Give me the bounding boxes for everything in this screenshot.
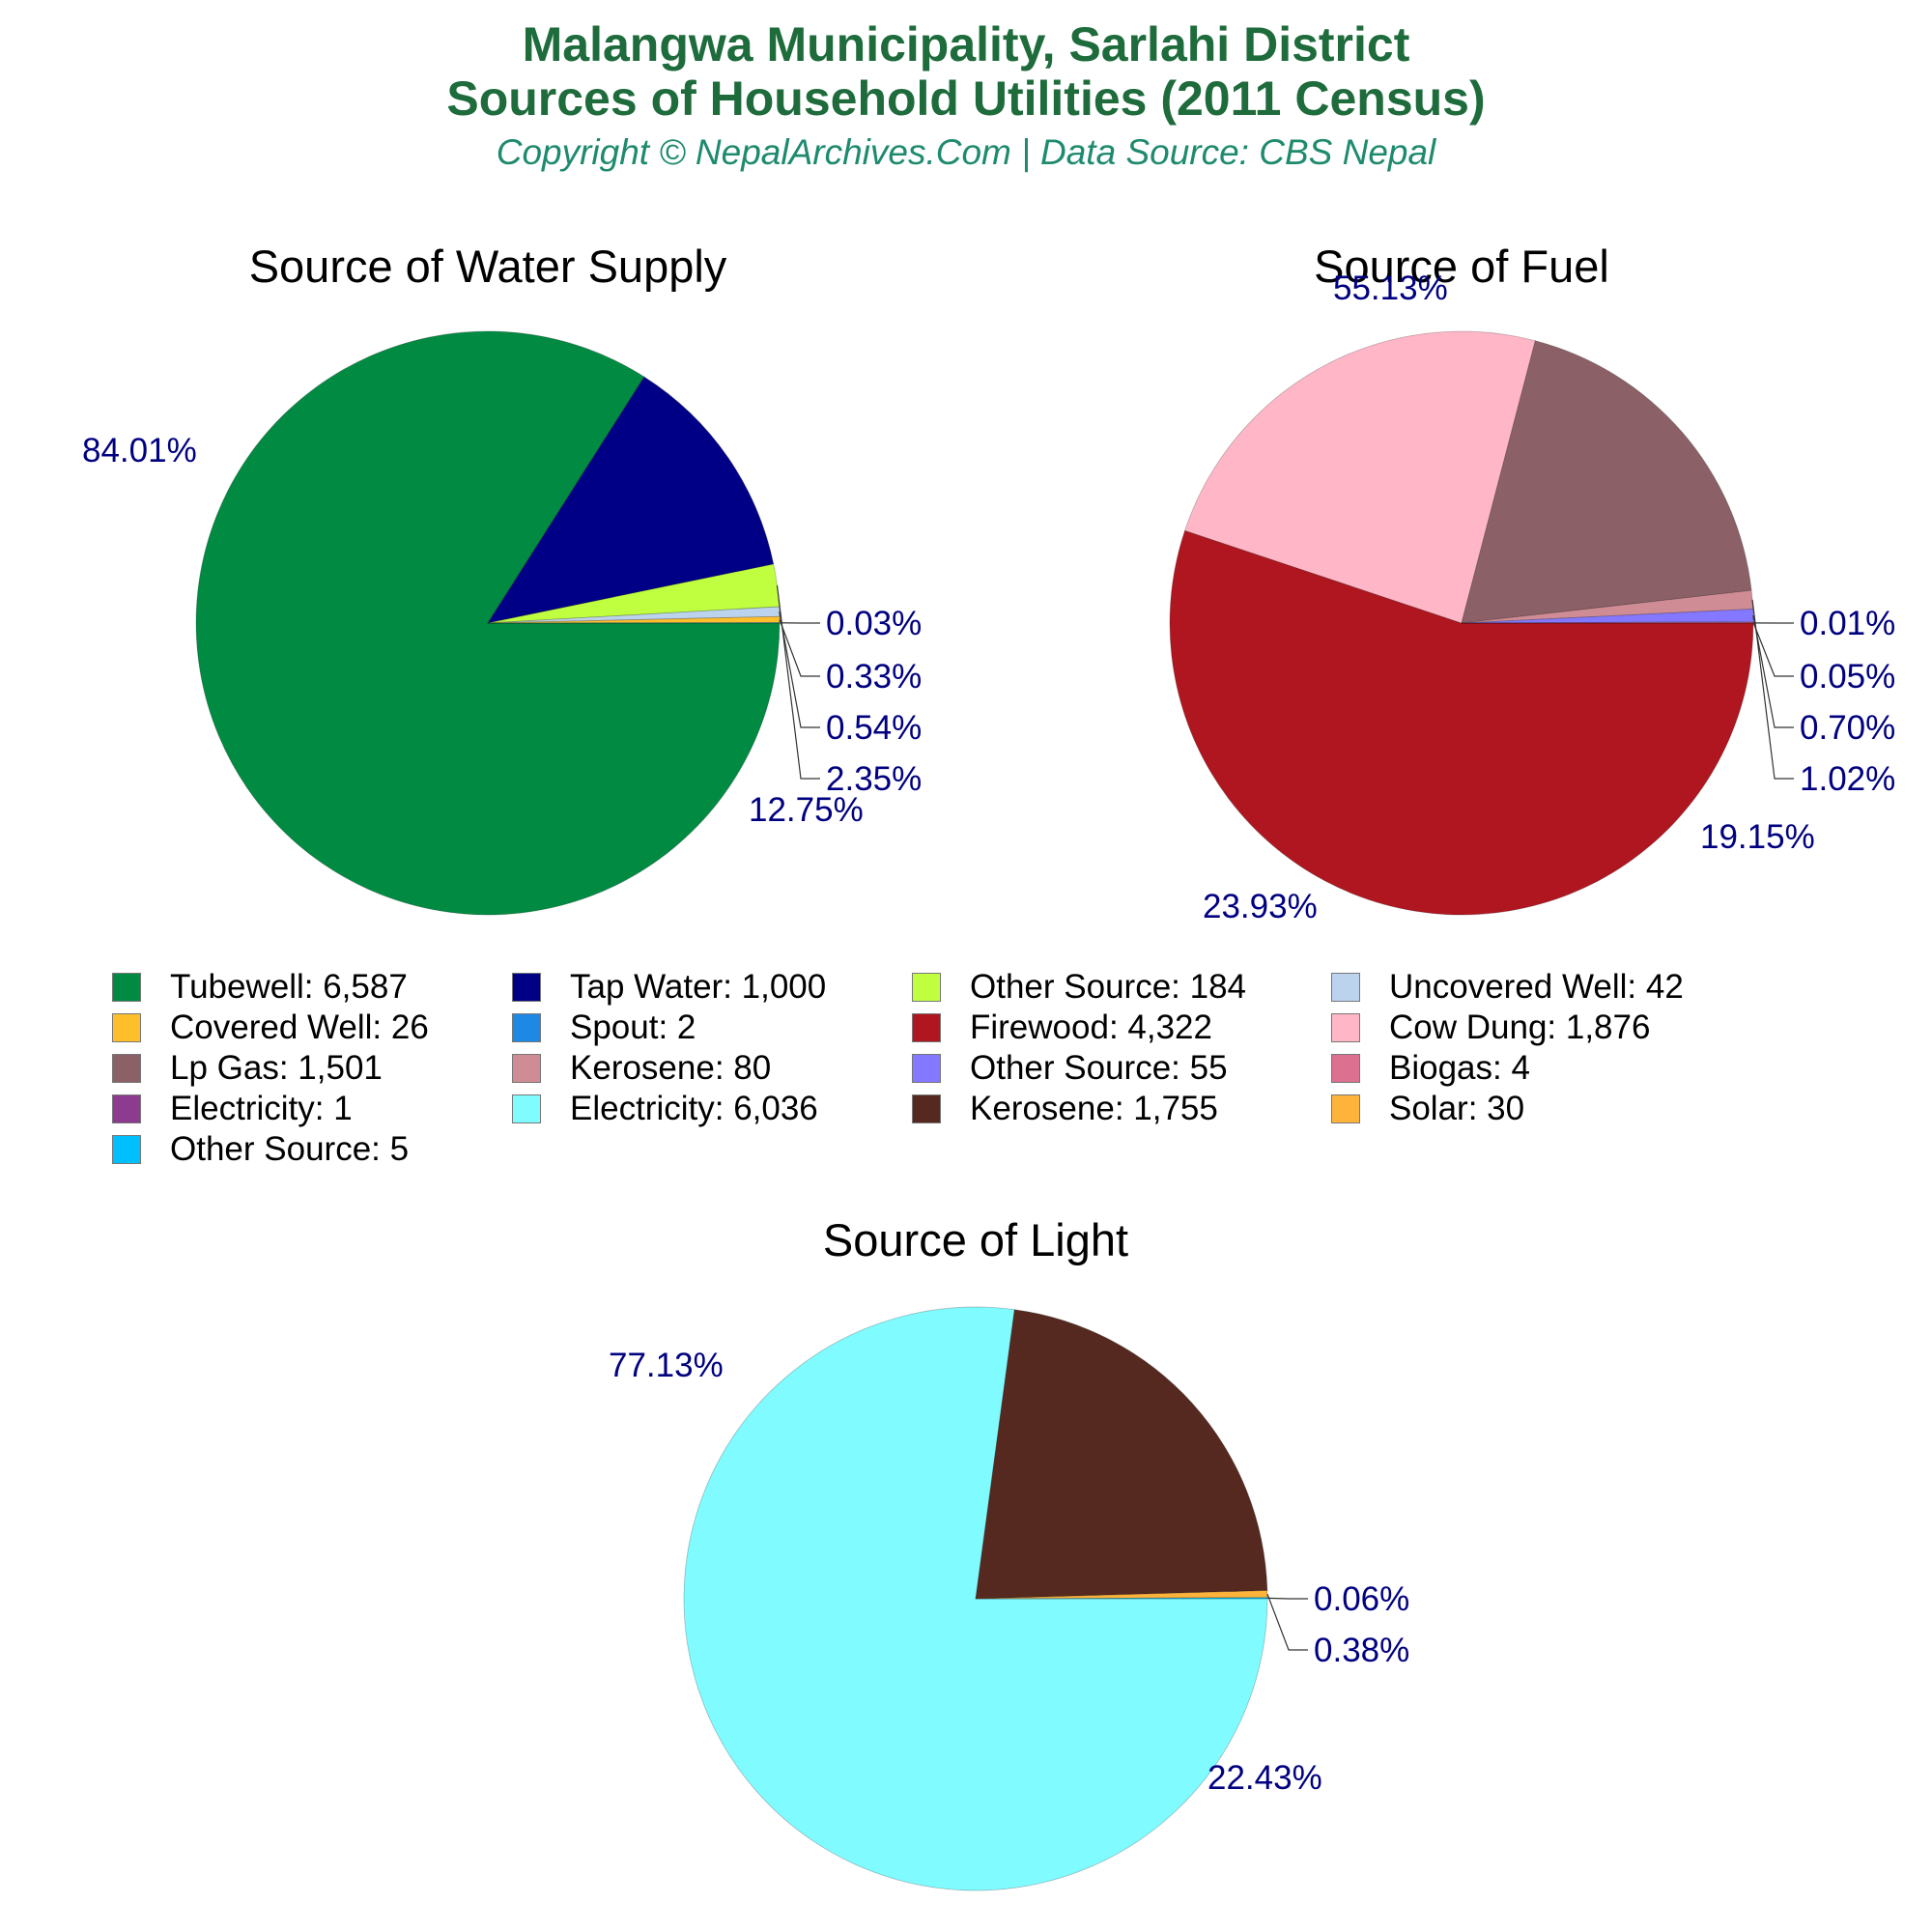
legend-swatch: [1331, 973, 1360, 1002]
legend-item: Biogas: 4: [1331, 1047, 1530, 1090]
legend-label: Other Source: 184: [970, 968, 1246, 1006]
pct-label-0-0: 84.01%: [82, 432, 197, 469]
pie-title-1: Source of Fuel: [1314, 241, 1609, 292]
legend-item: Tap Water: 1,000: [512, 966, 826, 1009]
legend-item: Firewood: 4,322: [912, 1007, 1212, 1049]
pie-title-0: Source of Water Supply: [249, 241, 727, 292]
pie-slice-1-2: [1461, 340, 1752, 624]
legend-item: Uncovered Well: 42: [1331, 966, 1684, 1009]
legend-label: Uncovered Well: 42: [1389, 968, 1684, 1006]
pct-label-2-2: 0.38%: [1314, 1632, 1409, 1669]
legend-swatch: [512, 1054, 541, 1083]
legend-swatch: [1331, 1013, 1360, 1042]
pct-label-1-6: 0.01%: [1800, 605, 1895, 642]
legend-item: Tubewell: 6,587: [112, 966, 408, 1009]
leader-line-0-3: [779, 611, 820, 728]
pie-slice-2-1: [975, 1309, 1268, 1600]
legend-label: Firewood: 4,322: [970, 1009, 1212, 1046]
legend-item: Other Source: 55: [912, 1047, 1228, 1090]
legend-label: Electricity: 6,036: [570, 1090, 818, 1127]
legend-label: Other Source: 55: [970, 1049, 1228, 1087]
legend-swatch: [112, 1094, 141, 1123]
legend-label: Other Source: 5: [170, 1130, 410, 1168]
legend-swatch: [112, 1013, 141, 1042]
legend-label: Kerosene: 1,755: [970, 1090, 1218, 1127]
legend-label: Biogas: 4: [1389, 1049, 1530, 1087]
legend-swatch: [512, 1013, 541, 1042]
legend-item: Other Source: 5: [112, 1128, 409, 1171]
leader-line-1-3: [1751, 599, 1794, 780]
pie-slice-0-0: [195, 330, 781, 916]
legend-item: Covered Well: 26: [112, 1007, 429, 1049]
legend-item: Solar: 30: [1331, 1088, 1524, 1130]
legend-label: Kerosene: 80: [570, 1049, 772, 1087]
legend-label: Tap Water: 1,000: [570, 968, 827, 1006]
pie-title-2: Source of Light: [823, 1214, 1128, 1265]
pie-slice-2-0: [683, 1306, 1268, 1891]
legend-label: Tubewell: 6,587: [170, 968, 408, 1006]
pie-slice-1-1: [1184, 330, 1536, 624]
legend-item: Spout: 2: [512, 1007, 696, 1049]
leader-line-0-4: [779, 619, 820, 677]
chart-title-line1: Malangwa Municipality, Sarlahi District: [522, 17, 1410, 71]
pct-label-1-5: 0.05%: [1800, 658, 1895, 696]
pie-slice-1-0: [1169, 529, 1754, 916]
pct-label-2-1: 22.43%: [1208, 1759, 1322, 1797]
legend-swatch: [112, 1054, 141, 1083]
legend-label: Solar: 30: [1389, 1090, 1525, 1127]
legend-swatch: [912, 1054, 941, 1083]
pct-label-0-5: 0.03%: [826, 605, 922, 642]
legend-swatch: [512, 1094, 541, 1123]
pie-slice-0-4: [487, 615, 781, 624]
legend-item: Lp Gas: 1,501: [112, 1047, 383, 1090]
pct-label-1-0: 55.13%: [1333, 270, 1448, 307]
pct-label-2-3: 0.06%: [1314, 1580, 1409, 1618]
leader-line-0-2: [776, 584, 820, 780]
leader-line-2-2: [1266, 1593, 1308, 1651]
legend-swatch: [112, 1135, 141, 1164]
legend-swatch: [912, 1094, 941, 1123]
leader-line-1-4: [1752, 615, 1794, 728]
pct-label-2-0: 77.13%: [609, 1347, 724, 1384]
legend-swatch: [112, 973, 141, 1002]
pct-label-1-3: 1.02%: [1800, 760, 1895, 798]
pct-label-0-1: 12.75%: [749, 791, 864, 829]
legend-item: Electricity: 6,036: [512, 1088, 818, 1130]
legend-item: Kerosene: 1,755: [912, 1088, 1218, 1130]
legend-swatch: [912, 1013, 941, 1042]
legend-swatch: [912, 973, 941, 1002]
leader-line-2-3: [1266, 1597, 1308, 1600]
legend-swatch: [512, 973, 541, 1002]
chart-title-line2: Sources of Household Utilities (2011 Cen…: [446, 71, 1486, 126]
legend-label: Cow Dung: 1,876: [1389, 1009, 1651, 1046]
legend-item: Electricity: 1: [112, 1088, 353, 1130]
pct-label-0-2: 2.35%: [826, 760, 922, 798]
legend-item: Kerosene: 80: [512, 1047, 771, 1090]
legend-item: Cow Dung: 1,876: [1331, 1007, 1650, 1049]
legend-label: Electricity: 1: [170, 1090, 353, 1127]
pct-label-1-2: 19.15%: [1700, 818, 1815, 856]
pct-label-0-4: 0.33%: [826, 658, 922, 696]
pie-slice-0-2: [487, 563, 780, 624]
legend-label: Covered Well: 26: [170, 1009, 429, 1046]
chart-subtitle: Copyright © NepalArchives.Com | Data Sou…: [496, 132, 1436, 172]
pie-slice-0-3: [487, 606, 781, 624]
legend-label: Spout: 2: [570, 1009, 696, 1046]
legend-swatch: [1331, 1054, 1360, 1083]
legend-swatch: [1331, 1094, 1360, 1123]
pie-slice-0-1: [487, 376, 775, 624]
leader-line-1-5: [1752, 622, 1794, 677]
legend-label: Lp Gas: 1,501: [170, 1049, 383, 1087]
pct-label-0-3: 0.54%: [826, 709, 922, 747]
legend-item: Other Source: 184: [912, 966, 1246, 1009]
pct-label-1-4: 0.70%: [1800, 709, 1895, 747]
pct-label-1-1: 23.93%: [1203, 888, 1318, 925]
